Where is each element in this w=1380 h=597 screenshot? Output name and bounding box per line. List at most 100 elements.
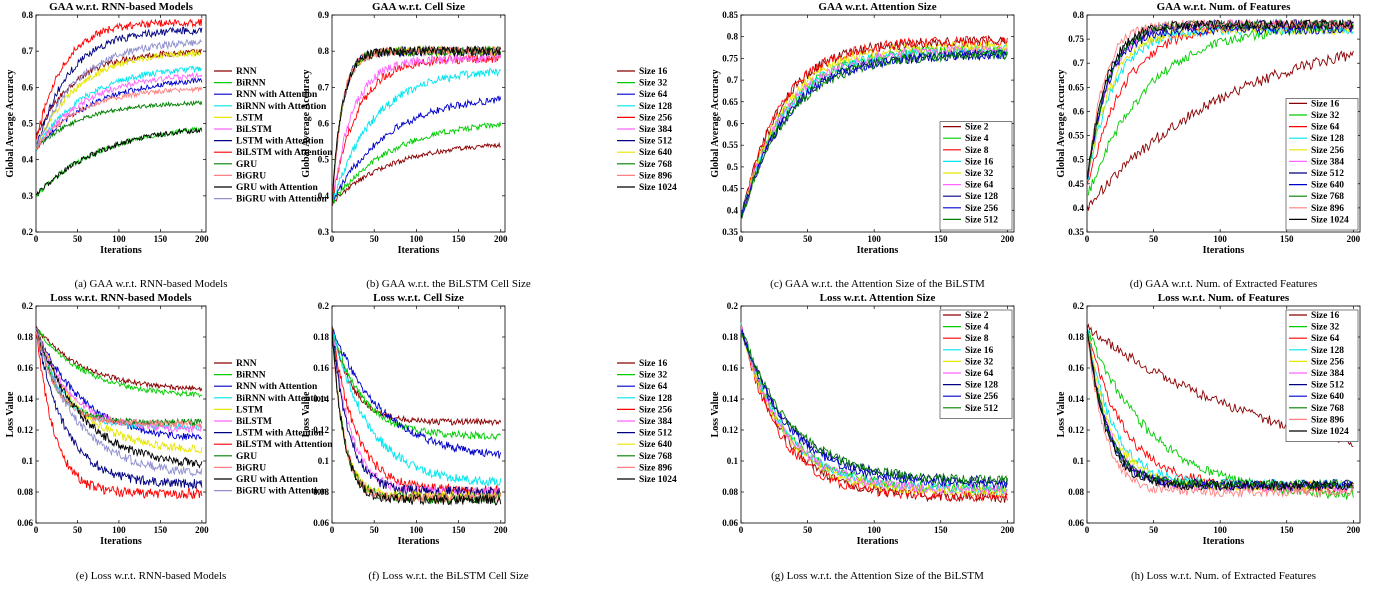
x-tick-label: 150 <box>452 234 466 244</box>
x-tick-label: 100 <box>867 234 881 244</box>
y-tick-label: 0.2 <box>1073 301 1085 311</box>
y-axis-label: Global Average Accuracy <box>5 69 16 177</box>
y-tick-label: 0.08 <box>722 487 738 497</box>
series-line-gru-with-attention <box>35 127 203 196</box>
y-tick-label: 0.8 <box>318 46 330 56</box>
y-tick-label: 0.65 <box>1068 82 1084 92</box>
chart-panel-c: GAA w.r.t. Attention Size 0 50 100 150 200 0.3… <box>710 1 1015 290</box>
panel-caption: (c) GAA w.r.t. the Attention Size of the… <box>770 278 985 290</box>
y-tick-label: 0.9 <box>318 10 330 20</box>
y-tick-label: 0.7 <box>22 46 34 56</box>
y-tick-label: 0.8 <box>22 10 34 20</box>
legend-label: Size 1024 <box>1311 427 1349 437</box>
x-tick-label: 100 <box>112 525 126 535</box>
chart-panel-e: Loss w.r.t. RNN-based Models 0 50 100 150 200… <box>5 292 333 582</box>
series-line-bilstm-with-attention <box>35 329 203 500</box>
chart-title: Loss w.r.t. Attention Size <box>820 292 936 304</box>
y-tick-label: 0.1 <box>1073 456 1085 466</box>
y-tick-label: 0.35 <box>722 227 738 237</box>
legend-label: Size 1024 <box>639 475 677 485</box>
legend-label: Size 128 <box>1311 134 1344 144</box>
legend-label: Size 32 <box>1311 111 1339 121</box>
y-tick-label: 0.18 <box>17 332 33 342</box>
x-axis-label: Iterations <box>857 536 899 547</box>
y-tick-label: 0.8 <box>1073 10 1085 20</box>
y-tick-label: 0.85 <box>722 10 738 20</box>
panel-caption: (a) GAA w.r.t. RNN-based Models <box>75 278 228 290</box>
series-line-size-1024 <box>331 44 502 207</box>
legend-label: Size 640 <box>639 440 672 450</box>
legend-label: LSTM <box>236 405 263 415</box>
y-tick-label: 0.5 <box>22 119 34 129</box>
legend-label: Size 16 <box>1311 311 1339 321</box>
y-tick-label: 0.7 <box>318 82 330 92</box>
series-line-size-16 <box>1086 50 1354 211</box>
y-tick-label: 0.1 <box>22 456 34 466</box>
series-line-size-640 <box>1086 23 1354 181</box>
legend-label: Size 384 <box>639 125 672 135</box>
legend-label: Size 768 <box>1311 192 1344 202</box>
y-tick-label: 0.14 <box>722 394 738 404</box>
x-tick-label: 50 <box>1149 525 1159 535</box>
y-axis-label: Global Average Accuracy <box>710 69 721 177</box>
legend-label: Size 640 <box>1311 181 1344 191</box>
y-axis-label: Loss Value <box>5 391 16 437</box>
y-tick-label: 0.16 <box>1068 363 1084 373</box>
y-tick-label: 0.06 <box>17 518 33 528</box>
y-tick-label: 0.2 <box>22 301 34 311</box>
series-lines <box>35 18 203 197</box>
x-tick-label: 50 <box>803 525 813 535</box>
x-tick-label: 200 <box>1347 234 1361 244</box>
y-tick-label: 0.3 <box>318 227 330 237</box>
y-tick-label: 0.16 <box>313 363 329 373</box>
y-axis-label: Global Average Accuracy <box>1056 69 1067 177</box>
legend-label: RNN <box>236 67 257 77</box>
legend-label: Size 384 <box>1311 369 1344 379</box>
legend-label: Size 8 <box>965 334 989 344</box>
legend-label: Size 64 <box>965 181 993 191</box>
y-tick-label: 0.2 <box>727 301 739 311</box>
series-line-size-64 <box>331 95 502 207</box>
x-tick-label: 0 <box>330 525 335 535</box>
x-tick-label: 150 <box>1280 525 1294 535</box>
legend-label: Size 32 <box>639 371 667 381</box>
x-tick-label: 0 <box>330 234 335 244</box>
legend-label: Size 64 <box>965 369 993 379</box>
series-line-size-16 <box>331 327 502 427</box>
legend-label: Size 256 <box>965 392 998 402</box>
legend-label: Size 4 <box>965 323 989 333</box>
legend-label: LSTM with Attention <box>236 429 324 439</box>
y-tick-label: 0.6 <box>22 82 34 92</box>
x-tick-label: 200 <box>494 234 508 244</box>
y-tick-label: 0.08 <box>313 487 329 497</box>
legend-label: Size 32 <box>639 79 667 89</box>
legend-label: LSTM with Attention <box>236 137 324 147</box>
chart-panel-g: Loss w.r.t. Attention Size 0 50 100 150 200 0.… <box>710 292 1015 582</box>
legend-label: Size 8 <box>965 146 989 156</box>
series-line-lstm <box>35 48 203 149</box>
legend-label: Size 16 <box>1311 99 1339 109</box>
y-tick-label: 0.18 <box>313 332 329 342</box>
legend-label: Size 32 <box>965 357 993 367</box>
chart-title: Loss w.r.t. RNN-based Models <box>50 292 192 304</box>
series-line-birnn-with-attention <box>35 65 203 152</box>
legend-label: Size 896 <box>1311 204 1344 214</box>
y-tick-label: 0.6 <box>318 119 330 129</box>
legend-label: RNN <box>236 359 257 369</box>
x-tick-label: 100 <box>410 525 424 535</box>
legend-label: Size 2 <box>965 311 989 321</box>
series-lines <box>1086 18 1354 211</box>
x-tick-label: 0 <box>34 525 39 535</box>
y-tick-label: 0.7 <box>1073 58 1085 68</box>
chart-panel-d: GAA w.r.t. Num. of Features 0 50 100 150 200 0… <box>1056 1 1361 290</box>
series-line-size-256 <box>1086 23 1354 181</box>
legend-label: BiRNN with Attention <box>236 102 327 112</box>
y-tick-label: 0.2 <box>318 301 330 311</box>
legend-label: BiRNN <box>236 371 266 381</box>
legend-label: BiGRU with Attention <box>236 195 328 205</box>
y-tick-label: 0.6 <box>1073 106 1085 116</box>
legend-label: Size 16 <box>965 346 993 356</box>
series-line-rnn <box>35 325 203 393</box>
